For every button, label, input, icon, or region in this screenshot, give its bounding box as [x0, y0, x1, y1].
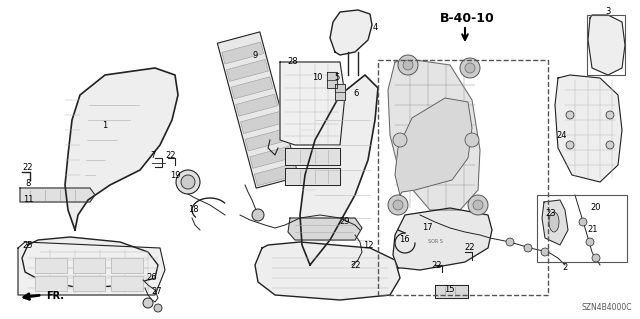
- Polygon shape: [18, 242, 165, 295]
- Polygon shape: [35, 276, 67, 291]
- Text: FR.: FR.: [46, 291, 64, 301]
- FancyBboxPatch shape: [245, 129, 287, 151]
- Circle shape: [176, 170, 200, 194]
- Circle shape: [468, 195, 488, 215]
- Ellipse shape: [549, 212, 559, 232]
- FancyBboxPatch shape: [250, 146, 292, 168]
- Polygon shape: [327, 72, 337, 88]
- FancyBboxPatch shape: [236, 94, 278, 116]
- Circle shape: [143, 298, 153, 308]
- Circle shape: [388, 195, 408, 215]
- Circle shape: [393, 200, 403, 210]
- Circle shape: [398, 55, 418, 75]
- Text: 16: 16: [399, 235, 410, 244]
- FancyBboxPatch shape: [227, 59, 268, 81]
- Polygon shape: [20, 188, 95, 202]
- Text: 9: 9: [252, 50, 258, 60]
- FancyBboxPatch shape: [255, 164, 296, 186]
- Text: 22: 22: [23, 164, 33, 173]
- Text: 7: 7: [150, 152, 156, 160]
- Polygon shape: [555, 75, 622, 182]
- Polygon shape: [111, 258, 143, 273]
- Polygon shape: [255, 242, 400, 300]
- Circle shape: [252, 209, 264, 221]
- Text: 3: 3: [605, 8, 611, 17]
- Bar: [218, 32, 299, 188]
- Circle shape: [473, 200, 483, 210]
- Text: 23: 23: [546, 209, 556, 218]
- Circle shape: [393, 133, 407, 147]
- Polygon shape: [588, 15, 625, 75]
- Text: 5: 5: [334, 72, 340, 81]
- Circle shape: [606, 141, 614, 149]
- Text: 22: 22: [166, 151, 176, 160]
- Text: 4: 4: [372, 24, 378, 33]
- Polygon shape: [395, 98, 472, 195]
- Circle shape: [606, 111, 614, 119]
- Polygon shape: [285, 168, 340, 185]
- Text: 29: 29: [340, 218, 350, 226]
- Text: 17: 17: [422, 222, 432, 232]
- Circle shape: [566, 141, 574, 149]
- Polygon shape: [73, 276, 105, 291]
- Text: SOR S: SOR S: [428, 239, 442, 244]
- Text: 19: 19: [170, 170, 180, 180]
- Text: 21: 21: [588, 226, 598, 234]
- Text: 12: 12: [363, 241, 373, 249]
- Polygon shape: [335, 84, 345, 100]
- Text: 1: 1: [102, 121, 108, 130]
- Text: 27: 27: [152, 287, 163, 296]
- Polygon shape: [288, 218, 362, 240]
- Circle shape: [181, 175, 195, 189]
- Text: 20: 20: [591, 203, 601, 211]
- Circle shape: [403, 60, 413, 70]
- Text: 25: 25: [23, 241, 33, 249]
- FancyBboxPatch shape: [222, 42, 264, 64]
- Text: 18: 18: [188, 205, 198, 214]
- Text: 22: 22: [432, 261, 442, 270]
- Polygon shape: [330, 10, 372, 55]
- Polygon shape: [22, 237, 158, 288]
- Circle shape: [592, 254, 600, 262]
- Text: 8: 8: [26, 179, 31, 188]
- Circle shape: [465, 63, 475, 73]
- FancyBboxPatch shape: [241, 112, 282, 134]
- Text: SZN4B4000C: SZN4B4000C: [582, 303, 632, 312]
- Text: 15: 15: [444, 286, 454, 294]
- Text: 22: 22: [351, 261, 361, 270]
- Text: 10: 10: [312, 73, 323, 83]
- Circle shape: [524, 244, 532, 252]
- Text: 11: 11: [23, 196, 33, 204]
- Polygon shape: [285, 148, 340, 165]
- Circle shape: [579, 218, 587, 226]
- Text: 24: 24: [557, 130, 567, 139]
- Circle shape: [460, 58, 480, 78]
- Bar: [587, 15, 625, 75]
- Text: 28: 28: [288, 57, 298, 66]
- Polygon shape: [111, 276, 143, 291]
- Polygon shape: [542, 200, 568, 245]
- Polygon shape: [393, 208, 492, 270]
- Circle shape: [154, 304, 162, 312]
- Polygon shape: [388, 60, 480, 210]
- Text: 2: 2: [563, 263, 568, 272]
- Bar: [378, 60, 548, 295]
- Polygon shape: [300, 75, 378, 265]
- Polygon shape: [35, 258, 67, 273]
- Circle shape: [541, 248, 549, 256]
- Circle shape: [586, 238, 594, 246]
- Text: B-40-10: B-40-10: [440, 12, 495, 25]
- Circle shape: [506, 238, 514, 246]
- Polygon shape: [280, 62, 345, 145]
- FancyBboxPatch shape: [231, 77, 273, 99]
- Text: 26: 26: [147, 273, 157, 283]
- Polygon shape: [65, 68, 178, 230]
- Polygon shape: [435, 285, 468, 298]
- Text: 6: 6: [353, 88, 358, 98]
- Bar: [537, 195, 627, 262]
- Polygon shape: [73, 258, 105, 273]
- Circle shape: [465, 133, 479, 147]
- Circle shape: [566, 111, 574, 119]
- Text: 22: 22: [465, 243, 476, 253]
